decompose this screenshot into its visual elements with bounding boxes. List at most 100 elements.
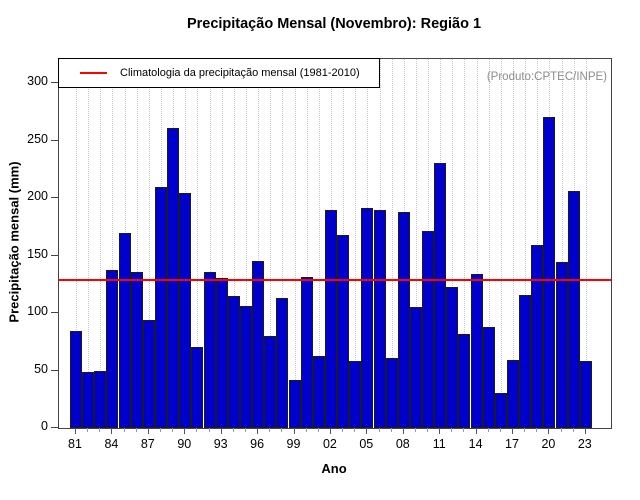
bar-89: [167, 128, 180, 428]
x-tick-minor: [378, 428, 380, 432]
bar-93: [215, 278, 228, 428]
x-tick-label-05: 05: [359, 437, 374, 451]
year-gridline: [306, 59, 308, 428]
x-tick-minor: [196, 428, 198, 432]
bar-01: [312, 356, 325, 428]
x-tick-major: [584, 428, 586, 434]
year-gridline: [233, 59, 235, 428]
plot-area: Climatologia da precipitação mensal (198…: [58, 58, 612, 429]
y-tick-label-200: 200: [27, 189, 48, 203]
x-tick-minor: [305, 428, 307, 432]
year-gridline: [148, 59, 150, 428]
x-tick-label-20: 20: [541, 437, 556, 451]
year-gridline: [415, 59, 417, 428]
y-tick: [51, 197, 58, 198]
bar-03: [337, 235, 350, 428]
bar-99: [288, 380, 301, 428]
x-tick-minor: [135, 428, 137, 432]
year-gridline: [585, 59, 587, 428]
bar-11: [434, 163, 447, 428]
y-axis-label: Precipitação mensal (mm): [6, 161, 22, 323]
year-gridline: [197, 59, 199, 428]
bar-02: [324, 210, 337, 428]
x-tick-minor: [342, 428, 344, 432]
legend-label: Climatologia da precipitação mensal (198…: [120, 67, 360, 79]
bar-84: [106, 270, 119, 428]
x-tick-label-14: 14: [468, 437, 483, 451]
x-tick-minor: [87, 428, 89, 432]
bar-05: [361, 208, 374, 428]
x-tick-minor: [172, 428, 174, 432]
x-tick-label-11: 11: [432, 437, 446, 451]
bar-22: [567, 191, 580, 428]
year-gridline: [245, 59, 247, 428]
bar-20: [543, 117, 556, 428]
year-gridline: [476, 59, 478, 428]
x-tick-major: [75, 428, 76, 434]
y-tick: [51, 312, 58, 313]
year-gridline: [100, 59, 102, 428]
x-tick-minor: [536, 428, 538, 432]
chart-title: Precipitação Mensal (Novembro): Região 1: [186, 16, 482, 32]
bar-88: [155, 187, 167, 428]
bar-10: [422, 231, 434, 428]
year-gridline: [221, 59, 223, 428]
bar-06: [373, 210, 386, 428]
year-gridline: [391, 59, 393, 428]
x-tick-minor: [572, 428, 574, 432]
x-tick-label-17: 17: [505, 437, 519, 451]
bar-86: [130, 272, 143, 428]
y-tick: [51, 139, 58, 141]
bar-82: [82, 372, 95, 428]
x-tick-label-93: 93: [213, 437, 228, 451]
y-tick-label-300: 300: [27, 74, 48, 88]
bar-04: [349, 361, 362, 428]
x-tick-minor: [390, 428, 392, 432]
x-tick-minor: [524, 428, 526, 432]
year-gridline: [112, 59, 114, 428]
x-tick-minor: [123, 428, 125, 432]
x-tick-minor: [414, 428, 416, 432]
bar-08: [397, 212, 410, 428]
year-gridline: [282, 59, 284, 428]
bar-12: [446, 287, 459, 428]
year-gridline: [88, 59, 90, 428]
bar-17: [507, 360, 519, 428]
x-tick-minor: [354, 428, 356, 432]
x-tick-minor: [208, 428, 210, 432]
y-tick: [51, 254, 58, 256]
x-tick-label-96: 96: [250, 437, 265, 451]
x-tick-minor: [99, 428, 101, 432]
bar-16: [494, 393, 507, 428]
bar-98: [276, 298, 289, 428]
x-tick-minor: [451, 428, 453, 432]
bar-83: [94, 371, 107, 428]
bar-18: [519, 295, 532, 428]
y-tick: [51, 82, 58, 83]
x-tick-minor: [160, 428, 161, 432]
year-gridline: [76, 59, 77, 428]
year-gridline: [525, 59, 527, 428]
x-tick-minor: [560, 428, 562, 432]
x-tick-label-02: 02: [322, 437, 337, 451]
x-tick-label-87: 87: [140, 437, 155, 451]
legend-box: Climatologia da precipitação mensal (198…: [58, 58, 380, 88]
year-gridline: [464, 59, 466, 428]
bar-97: [264, 336, 277, 428]
x-tick-minor: [232, 428, 234, 432]
x-tick-label-84: 84: [104, 437, 119, 451]
year-gridline: [136, 59, 138, 428]
year-gridline: [294, 59, 296, 428]
x-tick-major: [257, 428, 259, 434]
bar-21: [555, 262, 568, 428]
year-gridline: [561, 59, 563, 428]
x-tick-major: [512, 428, 513, 434]
year-gridline: [318, 59, 320, 428]
x-tick-minor: [499, 428, 501, 432]
year-gridline: [452, 59, 454, 428]
legend-line-swatch: [80, 72, 107, 74]
x-tick-major: [111, 428, 113, 434]
x-tick-label-23: 23: [577, 437, 592, 451]
bar-19: [531, 245, 544, 428]
year-gridline: [537, 59, 539, 428]
